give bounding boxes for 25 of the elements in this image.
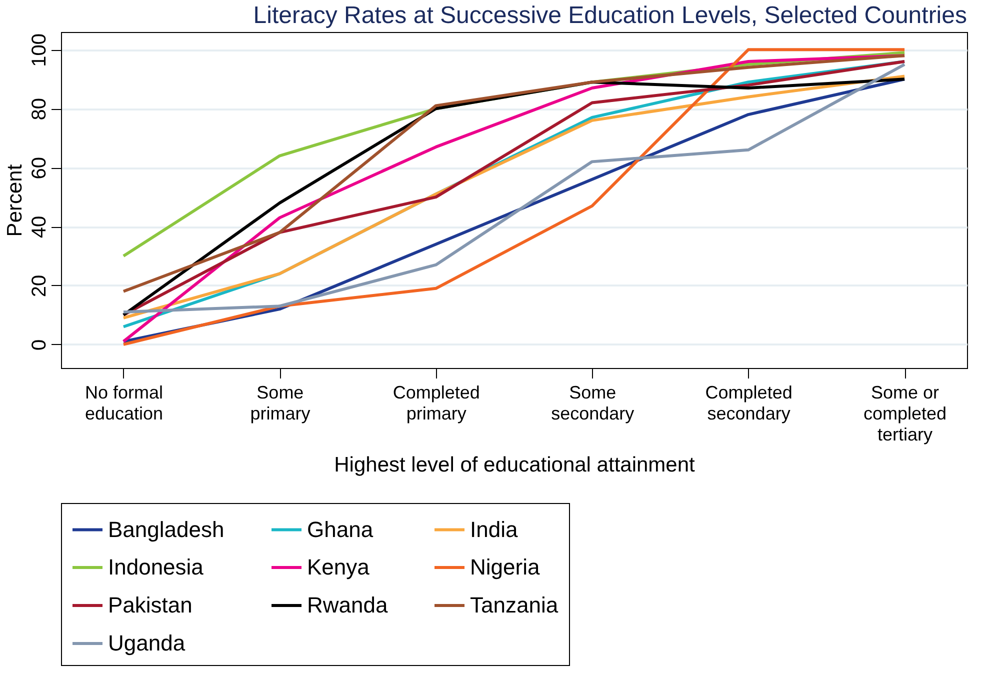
legend-label: Pakistan (108, 592, 192, 618)
y-axis-title: Percent (4, 164, 26, 237)
x-tick-label: Some secondary (551, 382, 634, 424)
y-tick-label: 20 (28, 274, 50, 298)
y-tick-label: 40 (28, 216, 50, 238)
legend-label: India (470, 516, 518, 542)
x-tick-label: Completed secondary (705, 382, 792, 424)
x-tick-label: No formal education (84, 382, 164, 424)
y-tick-label: 60 (28, 156, 50, 180)
legend-label: Indonesia (108, 554, 204, 580)
legend-label: Uganda (108, 630, 186, 656)
y-tick-label: 0 (28, 339, 50, 350)
legend-label: Tanzania (470, 592, 559, 618)
legend-label: Rwanda (307, 592, 388, 618)
y-tick-label: 100 (28, 33, 50, 67)
x-tick-label: Completed primary (392, 382, 480, 424)
x-axis-title: Highest level of educational attainment (334, 454, 696, 476)
legend-label: Nigeria (470, 554, 540, 580)
y-tick-label: 80 (28, 98, 50, 120)
x-tick-label: Some primary (250, 382, 310, 424)
x-tick-label: Some or completed tertiary (863, 382, 947, 444)
legend-label: Ghana (307, 516, 374, 542)
legend-label: Kenya (307, 554, 370, 580)
chart-title: Literacy Rates at Successive Education Levels, Selected Countries (253, 2, 967, 29)
legend-label: Bangladesh (108, 516, 224, 542)
